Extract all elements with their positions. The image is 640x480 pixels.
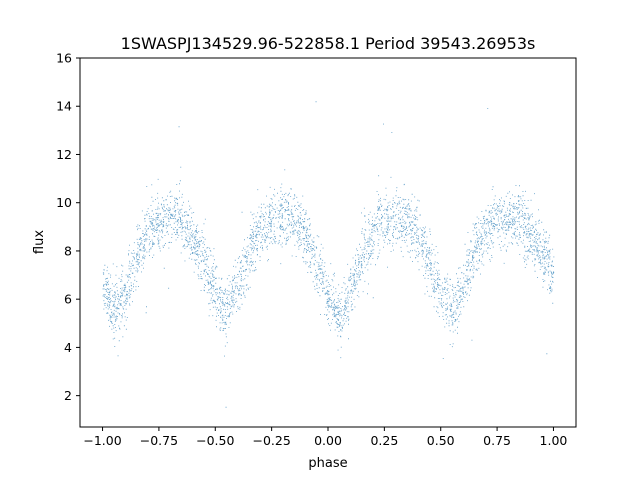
x-tick-label: 0.25 [370,433,398,448]
y-tick-label: 4 [64,340,72,355]
x-tick-label: −0.75 [140,433,178,448]
points-layer [102,101,555,408]
x-tick-label: −1.00 [83,433,121,448]
x-tick-label: 0.75 [483,433,511,448]
y-tick-label: 16 [56,51,72,66]
chart-title: 1SWASPJ134529.96-522858.1 Period 39543.2… [121,34,536,53]
y-tick-label: 12 [56,147,72,162]
x-tick-label: 1.00 [540,433,568,448]
y-tick-label: 2 [64,388,72,403]
x-tick-label: −0.25 [252,433,290,448]
plot-frame [79,57,577,428]
x-tick-label: 0.00 [314,433,342,448]
x-tick-label: −0.50 [196,433,234,448]
data-points [102,101,555,408]
y-axis: 2 4 6 8 10 12 14 16 [56,51,80,403]
x-axis: −1.00 −0.75 −0.50 −0.25 0.00 0.25 0.50 0.75 1.00 [83,427,567,448]
y-axis-label: flux [32,230,47,254]
x-tick-label: 0.50 [427,433,455,448]
y-tick-label: 6 [64,292,72,307]
y-tick-label: 8 [64,243,72,258]
y-tick-label: 14 [56,99,72,114]
y-tick-label: 10 [56,195,72,210]
x-axis-label: phase [308,456,347,471]
